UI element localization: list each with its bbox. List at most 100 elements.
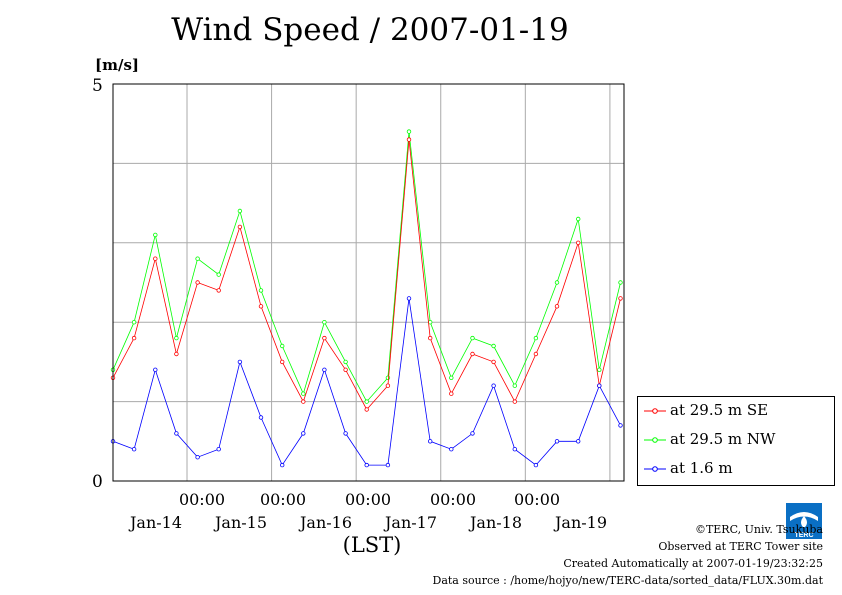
data-point: [237, 359, 243, 365]
series-0: [110, 137, 623, 412]
data-point: [385, 375, 391, 380]
data-point: [470, 335, 475, 341]
data-point: [195, 455, 200, 460]
data-point: [385, 383, 391, 388]
y-axis-label: [m/s]: [95, 56, 139, 74]
data-point: [449, 375, 454, 380]
data-point: [301, 431, 306, 436]
data-point: [131, 335, 137, 341]
data-point: [364, 407, 369, 412]
series-line: [112, 139, 621, 411]
legend-swatch-blue: [644, 466, 666, 472]
data-point: [216, 447, 221, 452]
plot-frame: [112, 83, 625, 482]
x-day-label: Jan-14: [129, 513, 183, 532]
data-point: [512, 399, 517, 404]
data-point: [470, 431, 475, 436]
data-point: [406, 129, 412, 134]
legend-label: at 1.6 m: [670, 459, 733, 477]
data-point: [364, 462, 369, 468]
data-point: [131, 447, 137, 452]
data-point: [301, 399, 306, 404]
data-point: [576, 439, 581, 444]
data-point: [216, 288, 221, 293]
x-tick-label-hour: 00:00: [259, 490, 307, 509]
data-point: [343, 431, 348, 436]
data-point: [491, 383, 496, 388]
credit-source: Data source : /home/hojyo/new/TERC-data/…: [432, 574, 824, 587]
data-point: [322, 335, 327, 341]
data-point: [533, 351, 539, 357]
data-point: [428, 439, 433, 444]
data-point: [533, 462, 539, 468]
x-day-label: Jan-15: [214, 513, 268, 532]
x-day-label: Jan-17: [384, 513, 438, 532]
data-point: [618, 423, 623, 428]
data-point: [237, 208, 243, 214]
data-point: [618, 296, 623, 301]
data-point: [512, 383, 517, 388]
x-tick-label-hour: 00:00: [178, 490, 226, 509]
data-point: [343, 359, 348, 365]
data-point: [491, 343, 496, 349]
data-point: [554, 439, 560, 444]
data-point: [280, 359, 285, 365]
legend-item-1p6: at 1.6 m: [638, 457, 834, 479]
data-point: [597, 367, 602, 372]
credit-observed: Observed at TERC Tower site: [658, 540, 823, 553]
data-point: [258, 304, 264, 309]
data-point: [576, 216, 581, 222]
data-point: [385, 462, 391, 468]
legend-swatch-red: [644, 408, 666, 414]
data-point: [449, 447, 454, 452]
data-point: [554, 280, 560, 285]
data-point: [195, 256, 200, 261]
grid-lines: [113, 84, 624, 481]
data-point: [449, 391, 454, 396]
y-tick-label-max: 5: [92, 76, 103, 96]
data-point: [406, 137, 412, 142]
x-tick-label-hour: 00:00: [429, 490, 477, 509]
data-point: [322, 367, 327, 372]
data-point: [343, 367, 348, 372]
data-point: [153, 256, 158, 261]
legend-swatch-green: [644, 437, 666, 443]
x-day-label: Jan-19: [554, 513, 608, 532]
data-point: [131, 320, 137, 325]
data-point: [470, 351, 475, 357]
data-point: [364, 399, 369, 404]
credit-copyright: ©TERC, Univ. Tsukuba: [694, 523, 823, 536]
data-point: [428, 335, 433, 341]
data-point: [280, 343, 285, 349]
data-point: [554, 304, 560, 309]
data-point: [618, 280, 623, 285]
x-day-label: Jan-18: [469, 513, 523, 532]
data-point: [174, 431, 179, 436]
x-tick-label-hour: 00:00: [513, 490, 561, 509]
legend-item-se: at 29.5 m SE: [638, 399, 834, 421]
series-line: [112, 131, 621, 403]
data-point: [491, 359, 496, 365]
legend: at 29.5 m SE at 29.5 m NW at 1.6 m: [637, 396, 835, 486]
x-axis-label: (LST): [342, 533, 402, 557]
data-point: [533, 335, 539, 341]
x-day-label: Jan-16: [299, 513, 353, 532]
credit-created: Created Automatically at 2007-01-19/23:3…: [563, 557, 823, 570]
legend-label: at 29.5 m NW: [670, 430, 776, 448]
data-point: [153, 367, 158, 372]
data-point: [301, 391, 306, 396]
series-2: [110, 296, 623, 468]
x-tick-label-hour: 00:00: [344, 490, 392, 509]
data-point: [322, 320, 327, 325]
legend-item-nw: at 29.5 m NW: [638, 428, 834, 450]
y-tick-label-min: 0: [92, 472, 103, 492]
legend-label: at 29.5 m SE: [670, 401, 769, 419]
data-point: [280, 462, 285, 468]
data-point: [174, 351, 179, 357]
data-point: [153, 232, 158, 238]
data-point: [406, 296, 412, 301]
data-point: [174, 335, 179, 341]
terc-logo-icon: TERC: [786, 503, 822, 539]
logo-text: TERC: [794, 532, 813, 539]
